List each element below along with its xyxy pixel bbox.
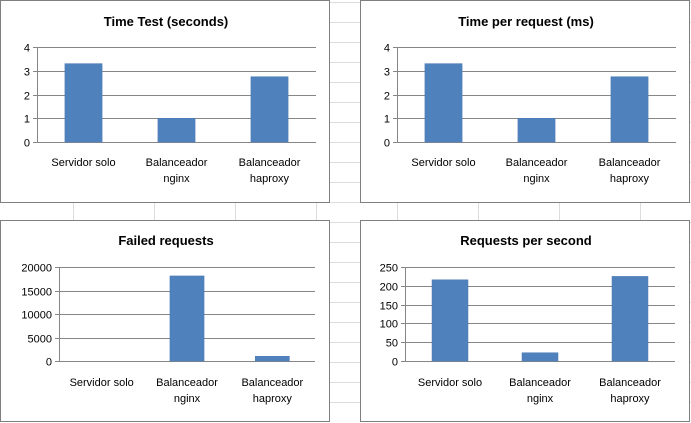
x-category-label: Servidor solo <box>70 377 134 389</box>
x-category-label: nginx <box>527 393 554 405</box>
bar-2 <box>157 118 196 143</box>
y-tick-label: 2 <box>384 91 390 103</box>
chart-title: Requests per second <box>460 233 592 248</box>
x-category-label: Balanceador <box>599 377 661 389</box>
bar-3 <box>255 356 290 362</box>
y-tick-label: 100 <box>380 319 398 331</box>
bar-3 <box>611 276 649 362</box>
bar-1 <box>431 279 469 362</box>
x-category-label: haproxy <box>610 393 650 405</box>
bar-1 <box>424 63 463 143</box>
y-tick-label: 5000 <box>28 334 52 346</box>
x-category-label: nginx <box>163 173 190 185</box>
bar-2 <box>521 352 559 362</box>
chart-time-per-request[interactable]: Time per request (ms) 0 1 2 3 4 Servidor solo B… <box>360 0 690 203</box>
x-category-label: nginx <box>174 393 201 405</box>
bar-1 <box>64 63 103 143</box>
chart-title: Time Test (seconds) <box>104 14 229 29</box>
bar-2 <box>517 118 556 143</box>
chart-svg: Time per request (ms) 0 1 2 3 4 Servidor solo B… <box>384 14 676 185</box>
y-tick-label: 50 <box>386 338 398 350</box>
chart-svg: Failed requests 0 5000 10000 15000 20000 Servi… <box>21 233 315 405</box>
y-tick-label: 20000 <box>21 263 52 275</box>
x-category-label: Balanceador <box>241 377 303 389</box>
y-tick-label: 150 <box>380 301 398 313</box>
x-category-label: Servidor solo <box>418 377 482 389</box>
chart-title: Time per request (ms) <box>458 14 594 29</box>
y-tick-label: 0 <box>24 138 30 150</box>
chart-failed-requests[interactable]: Failed requests 0 5000 10000 15000 20000 Servi… <box>0 220 330 422</box>
y-tick-label: 3 <box>384 67 390 79</box>
y-tick-label: 0 <box>384 138 390 150</box>
x-category-label: Servidor solo <box>51 157 115 169</box>
x-category-label: Balanceador <box>146 157 208 169</box>
y-tick-label: 250 <box>380 263 398 275</box>
y-tick-label: 4 <box>24 43 30 55</box>
x-category-label: haproxy <box>610 173 650 185</box>
chart-title: Failed requests <box>118 233 213 248</box>
y-tick-label: 1 <box>384 114 390 126</box>
y-tick-label: 200 <box>380 282 398 294</box>
x-category-label: Balanceador <box>239 157 301 169</box>
chart-requests-per-second[interactable]: Requests per second 0 50 100 150 200 250 Servid… <box>360 220 690 422</box>
x-category-label: nginx <box>523 173 550 185</box>
y-tick-label: 2 <box>24 91 30 103</box>
chart-svg: Time Test (seconds) 0 1 2 3 4 Servidor solo Bal… <box>24 14 316 185</box>
bar-3 <box>610 76 649 143</box>
chart-time-test[interactable]: Time Test (seconds) 0 1 2 3 4 Servidor solo Bal… <box>0 0 330 203</box>
y-tick-label: 1 <box>24 114 30 126</box>
chart-svg: Requests per second 0 50 100 150 200 250 Servid… <box>380 233 675 405</box>
x-category-label: haproxy <box>250 173 290 185</box>
y-tick-label: 0 <box>46 357 52 369</box>
x-category-label: Servidor solo <box>411 157 475 169</box>
y-tick-label: 0 <box>392 357 398 369</box>
x-category-label: Balanceador <box>156 377 218 389</box>
y-tick-label: 4 <box>384 43 390 55</box>
x-category-label: Balanceador <box>599 157 661 169</box>
bar-3 <box>250 76 289 143</box>
y-tick-label: 10000 <box>21 310 52 322</box>
x-category-label: haproxy <box>253 393 293 405</box>
y-tick-label: 15000 <box>21 287 52 299</box>
x-category-label: Balanceador <box>506 157 568 169</box>
bar-2 <box>169 275 205 362</box>
x-category-label: Balanceador <box>509 377 571 389</box>
y-tick-label: 3 <box>24 67 30 79</box>
